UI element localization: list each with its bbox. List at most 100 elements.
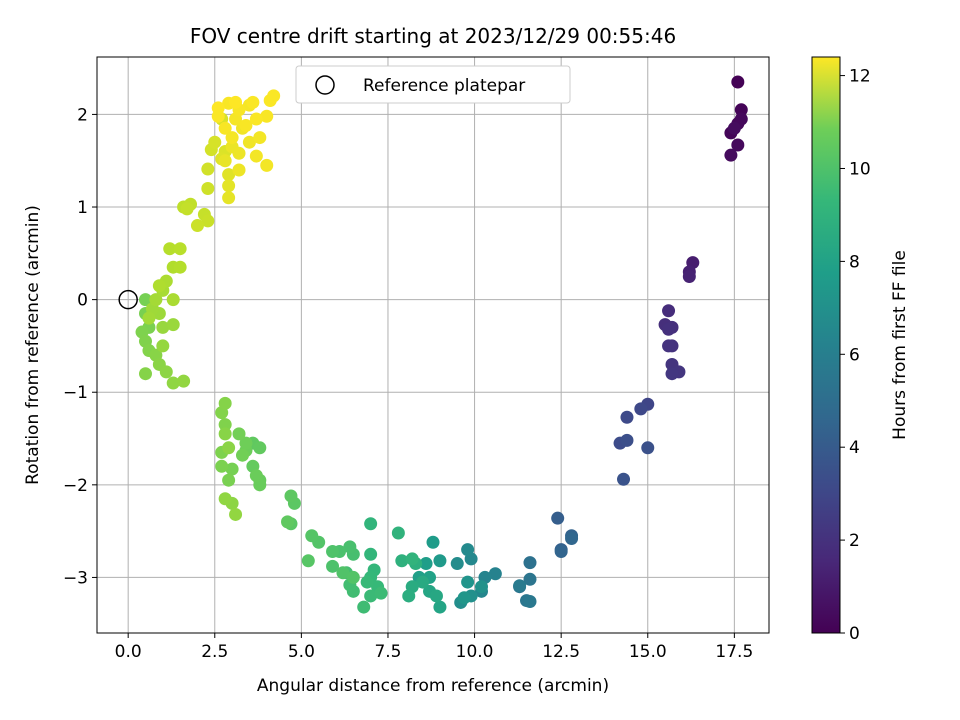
y-axis-label: Rotation from reference (arcmin) <box>23 205 43 485</box>
reference-platepar-marker <box>118 289 138 310</box>
data-point <box>177 374 191 388</box>
data-point <box>229 95 243 109</box>
data-point <box>142 311 156 325</box>
data-point <box>343 540 357 554</box>
data-point <box>166 376 180 390</box>
data-point <box>218 418 232 432</box>
x-tick-label: 5.0 <box>288 642 315 662</box>
data-points <box>118 75 748 614</box>
chart-title: FOV centre drift starting at 2023/12/29 … <box>190 24 676 48</box>
data-point <box>163 242 177 256</box>
data-point <box>249 149 263 163</box>
data-point <box>260 158 274 172</box>
x-tick-label: 17.5 <box>715 642 753 662</box>
data-point <box>260 109 274 123</box>
colorbar <box>811 56 841 634</box>
data-point <box>620 410 634 424</box>
x-tick-label: 10.0 <box>456 642 494 662</box>
data-point <box>253 131 267 145</box>
data-point <box>665 367 679 381</box>
plot-area-frame <box>96 56 770 634</box>
data-point <box>281 515 295 529</box>
y-tick-label: 2 <box>77 105 88 125</box>
data-point <box>724 148 738 162</box>
data-point <box>284 489 298 503</box>
data-point <box>405 552 419 566</box>
data-point <box>208 135 222 149</box>
colorbar-tick-label: 10 <box>849 159 871 179</box>
data-point <box>336 566 350 580</box>
data-point <box>523 556 537 570</box>
data-point <box>232 163 246 177</box>
data-point <box>138 293 152 307</box>
x-tick-label: 2.5 <box>201 642 228 662</box>
data-point <box>301 554 315 568</box>
data-point <box>242 135 256 149</box>
legend-entry-reference: Reference platepar <box>363 76 525 96</box>
data-point <box>225 462 239 476</box>
legend: Reference platepar <box>295 65 571 104</box>
data-point <box>173 242 187 256</box>
x-axis-ticks: 0.0 2.5 5.0 7.5 10.0 12.5 15.0 17.5 <box>115 633 753 662</box>
data-point <box>727 121 741 135</box>
data-point <box>156 339 170 353</box>
colorbar-tick-label: 2 <box>849 531 860 551</box>
colorbar-tick-label: 6 <box>849 345 860 365</box>
data-point <box>218 154 232 168</box>
data-point <box>235 448 249 462</box>
data-point <box>457 591 471 605</box>
data-point <box>222 168 236 182</box>
data-point <box>218 121 232 135</box>
data-point <box>513 579 527 593</box>
data-point <box>426 535 440 549</box>
data-point <box>461 575 475 589</box>
data-point <box>364 589 378 603</box>
data-point <box>433 600 447 614</box>
colorbar-tick-label: 12 <box>849 67 871 87</box>
data-point <box>474 580 488 594</box>
y-tick-label: 1 <box>77 198 88 218</box>
colorbar-tick-label: 0 <box>849 624 860 644</box>
data-point <box>239 436 253 450</box>
data-point <box>450 557 464 571</box>
data-point <box>682 269 696 283</box>
data-point <box>662 322 676 336</box>
data-point <box>201 162 215 176</box>
data-point <box>731 138 745 152</box>
data-point <box>551 511 565 525</box>
grid-lines <box>97 57 769 633</box>
legend-marker-reference <box>315 75 335 95</box>
data-point <box>433 554 447 568</box>
data-point <box>634 402 648 416</box>
data-point <box>326 559 340 573</box>
data-point <box>218 396 232 410</box>
y-tick-label: −1 <box>63 383 88 403</box>
data-point <box>253 441 267 455</box>
y-tick-label: 0 <box>77 291 88 311</box>
data-point <box>149 293 163 307</box>
data-point <box>305 529 319 543</box>
data-point <box>734 112 748 126</box>
data-point <box>346 570 360 584</box>
data-point <box>641 441 655 455</box>
colorbar-label: Hours from first FF file <box>890 250 910 440</box>
data-point <box>360 575 374 589</box>
data-point <box>734 103 748 117</box>
data-point <box>215 459 229 473</box>
data-point <box>402 589 416 603</box>
data-point <box>232 427 246 441</box>
data-point <box>166 293 180 307</box>
x-axis-label: Angular distance from reference (arcmin) <box>257 676 609 696</box>
data-point <box>617 472 631 486</box>
data-point <box>429 589 443 603</box>
data-point <box>554 545 568 559</box>
data-point <box>180 202 194 216</box>
data-point <box>152 279 166 293</box>
data-point <box>326 545 340 559</box>
colorbar-tick-label: 8 <box>849 252 860 272</box>
data-point <box>218 427 232 441</box>
data-point <box>461 543 475 557</box>
data-point <box>374 586 388 600</box>
y-tick-label: −3 <box>63 568 88 588</box>
